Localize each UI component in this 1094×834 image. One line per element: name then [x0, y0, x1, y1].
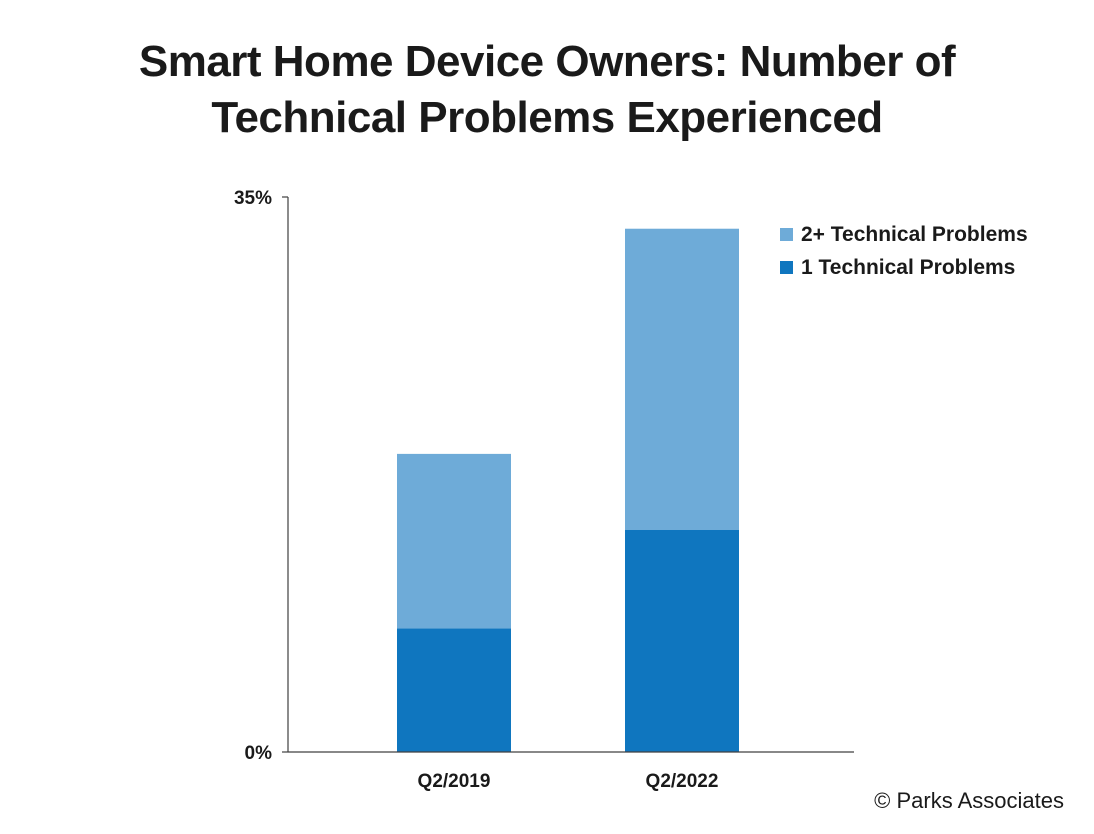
- x-tick-label: Q2/2019: [418, 771, 491, 792]
- legend-swatch-2plus: [780, 228, 793, 241]
- bar-1-problem-Q2-2019: [397, 628, 511, 752]
- legend: 2+ Technical Problems 1 Technical Proble…: [780, 223, 1028, 279]
- copyright-credit: © Parks Associates: [874, 788, 1064, 813]
- bar-2plus-problems-Q2-2022: [625, 228, 739, 530]
- chart-title-line-2: Technical Problems Experienced: [211, 93, 883, 142]
- y-tick-label-max: 35%: [234, 188, 272, 209]
- x-tick-labels: Q2/2019 Q2/2022: [418, 771, 719, 792]
- bar-group: [397, 228, 739, 752]
- x-tick-label: Q2/2022: [646, 771, 719, 792]
- legend-label-1: 1 Technical Problems: [801, 256, 1015, 279]
- y-tick-label-min: 0%: [245, 743, 273, 764]
- legend-label-2plus: 2+ Technical Problems: [801, 223, 1028, 246]
- chart-title-line-1: Smart Home Device Owners: Number of: [138, 37, 956, 86]
- chart-title: Smart Home Device Owners: Number of Tech…: [0, 34, 1094, 146]
- legend-swatch-1: [780, 261, 793, 274]
- bar-1-problem-Q2-2022: [625, 530, 739, 752]
- bar-2plus-problems-Q2-2019: [397, 453, 511, 629]
